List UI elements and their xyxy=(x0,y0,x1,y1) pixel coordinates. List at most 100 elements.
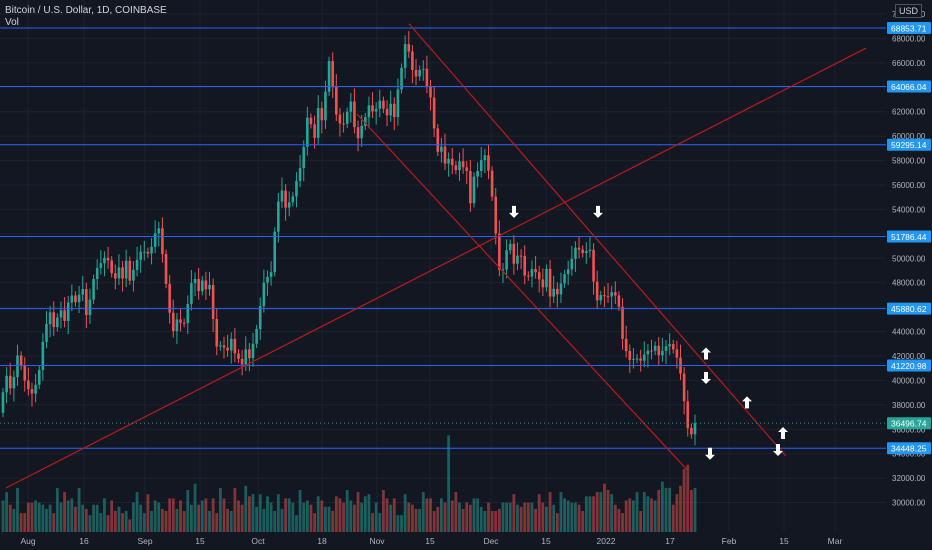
level-price-tag xyxy=(887,138,931,151)
candle-body xyxy=(298,168,302,181)
candle-body xyxy=(291,196,295,203)
candle-body xyxy=(153,233,157,247)
volume-bar xyxy=(632,500,635,532)
volume-bar xyxy=(447,435,451,532)
candle-body xyxy=(280,190,284,202)
candle-body xyxy=(371,105,374,112)
candle-body xyxy=(266,276,269,283)
candle-body xyxy=(610,292,613,297)
candle-body xyxy=(56,317,59,328)
candle-body xyxy=(342,123,345,125)
volume-bar xyxy=(59,502,63,532)
candle-body xyxy=(356,127,360,139)
volume-bar xyxy=(490,511,494,532)
volume-bar xyxy=(280,508,284,532)
candle-body xyxy=(124,260,128,279)
arrow-down-icon xyxy=(509,205,519,218)
arrow-up-icon xyxy=(701,347,711,360)
volume-bar xyxy=(639,511,643,532)
volume-bar xyxy=(77,487,81,532)
volume-bar xyxy=(334,496,338,532)
price-tick-label: 38000.00 xyxy=(892,401,926,410)
candle-body xyxy=(88,299,92,316)
volume-bar xyxy=(458,502,461,532)
volume-bar xyxy=(247,496,251,532)
volume-bar xyxy=(642,492,646,532)
volume-bar xyxy=(342,502,345,532)
volume-bar xyxy=(479,506,483,532)
candle-body xyxy=(490,170,494,197)
volume-bar xyxy=(16,487,19,532)
candle-body xyxy=(208,284,211,290)
candle-body xyxy=(12,377,16,389)
currency-label[interactable]: USD xyxy=(894,4,922,18)
level-price-label: 64066.04 xyxy=(891,82,927,92)
candle-body xyxy=(345,111,349,124)
volume-bar xyxy=(443,502,447,532)
time-tick-label: 2022 xyxy=(597,536,616,546)
arrow-shape xyxy=(705,447,715,460)
time-tick-label: Dec xyxy=(483,536,499,546)
candle-body xyxy=(653,345,657,351)
volume-bar xyxy=(193,483,197,532)
candle-body xyxy=(414,70,418,77)
last-price-label: 36496.74 xyxy=(891,419,927,429)
arrow-shape xyxy=(778,426,788,439)
volume-bar xyxy=(175,508,179,532)
volume-bar xyxy=(465,502,469,532)
candle-body xyxy=(483,155,487,161)
volume-bar xyxy=(367,494,371,532)
volume-bar xyxy=(26,502,30,532)
volume-bar xyxy=(526,502,530,532)
candle-body xyxy=(200,280,204,292)
time-tick-label: 15 xyxy=(425,536,435,546)
candle-body xyxy=(566,269,570,275)
volume-bar xyxy=(476,498,480,532)
candle-body xyxy=(132,269,135,281)
volume-bar xyxy=(599,492,603,532)
candle-body xyxy=(382,100,385,109)
candle-body xyxy=(661,350,664,356)
candle-body xyxy=(668,344,671,347)
candle-body xyxy=(215,319,219,347)
volume-bar xyxy=(530,502,534,532)
candle-body xyxy=(5,375,8,393)
volume-bar xyxy=(385,498,389,532)
volume-bar xyxy=(106,515,110,532)
time-tick-label: 17 xyxy=(665,536,675,546)
candle-body xyxy=(537,272,541,280)
candle-body xyxy=(498,233,501,270)
volume-bar xyxy=(284,498,287,532)
volume-bar xyxy=(113,511,117,532)
volume-bar xyxy=(664,487,668,532)
candle-body xyxy=(316,108,320,138)
candle-body xyxy=(403,44,407,68)
time-tick-label: Nov xyxy=(369,536,385,546)
volume-bar xyxy=(371,513,374,532)
time-tick-label: 15 xyxy=(779,536,789,546)
candle-body xyxy=(421,68,425,70)
candle-body xyxy=(182,322,186,324)
candle-body xyxy=(30,389,34,394)
candle-body xyxy=(541,279,545,288)
price-tick-label: 62000.00 xyxy=(892,108,926,117)
candle-body xyxy=(440,146,443,152)
volume-indicator-label[interactable]: Vol xyxy=(5,17,19,28)
volume-bar xyxy=(168,498,172,532)
volume-bar xyxy=(117,506,121,532)
candle-body xyxy=(664,346,668,351)
candle-body xyxy=(121,267,124,279)
price-tick-label: 56000.00 xyxy=(892,181,926,190)
symbol-title[interactable]: Bitcoin / U.S. Dollar, 1D, COINBASE xyxy=(5,5,167,16)
volume-bar xyxy=(244,485,248,532)
level-price-label: 34448.25 xyxy=(891,444,927,454)
volume-bar xyxy=(501,502,505,532)
volume-bar xyxy=(74,506,77,532)
candle-body xyxy=(193,278,197,284)
candle-body xyxy=(505,250,508,270)
candle-body xyxy=(418,69,421,77)
candle-body xyxy=(338,114,342,124)
volume-bar xyxy=(545,506,548,532)
volume-bar xyxy=(161,508,164,532)
